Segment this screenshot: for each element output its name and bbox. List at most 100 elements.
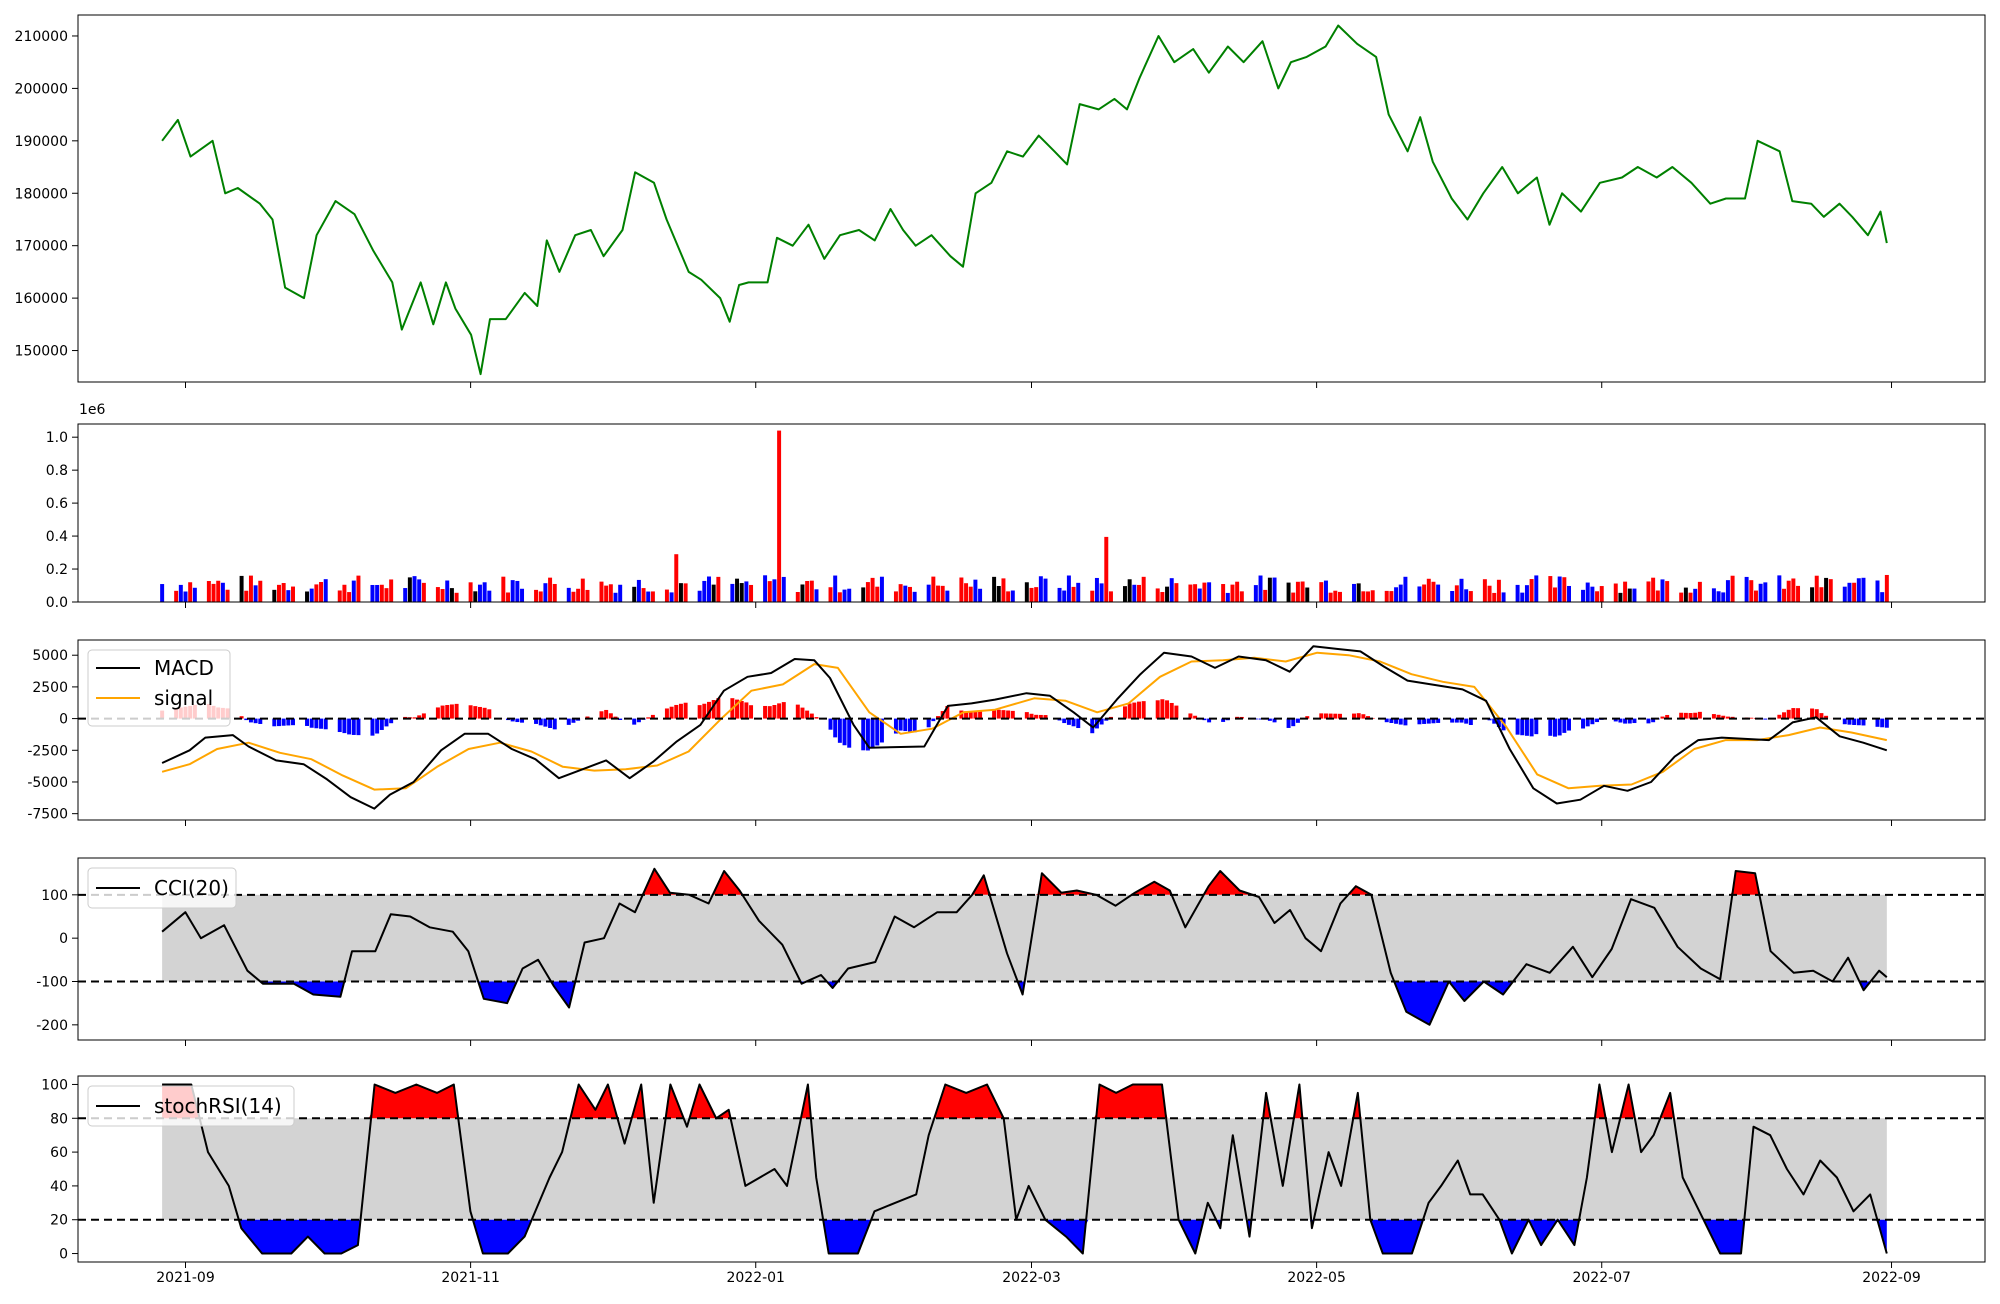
volume-bar [417,579,421,602]
volume-bar [445,581,449,602]
volume-bar [899,584,903,602]
stochrsi-y-tick-label: 100 [41,1077,68,1093]
stochrsi-y-tick-label: 40 [50,1179,68,1195]
volume-bar [777,431,781,602]
macd-histogram-bar [483,708,487,719]
volume-bar [184,592,188,602]
cci-legend-label: CCI(20) [154,876,229,900]
volume-bar [1530,579,1534,602]
macd-histogram-bar [1876,719,1880,727]
volume-bar [796,592,800,602]
volume-bar [646,592,650,602]
signal-legend-label: signal [154,686,213,710]
macd-histogram-bar [272,719,276,727]
volume-bar [1763,582,1767,602]
macd-histogram-bar [469,705,473,718]
x-tick-label: 2022-01 [726,1270,785,1286]
macd-histogram-bar [1558,719,1562,736]
volume-bar [403,588,407,602]
volume-bar [763,575,767,602]
volume-bar [908,587,912,602]
volume-bar [1188,585,1192,602]
volume-bar [698,591,702,602]
macd-histogram-bar [1661,717,1665,719]
volume-bar [1352,584,1356,602]
volume-bar [576,589,580,602]
macd-histogram-bar [838,719,842,743]
volume-bar [1067,576,1071,602]
macd-histogram-bar [1581,719,1585,729]
volume-bar [997,586,1001,602]
volume-bar [805,581,809,602]
volume-bar [1268,578,1272,602]
macd-histogram-bar [749,705,753,718]
macd-y-tick-label: -5000 [27,775,68,791]
volume-bar [707,577,711,602]
macd-histogram-bar [772,705,776,719]
volume-bar [1534,575,1538,602]
volume-bar [548,578,552,602]
volume-bar [1095,578,1099,602]
volume-bar [216,581,220,602]
macd-histogram-bar [931,719,935,722]
macd-histogram-bar [1072,719,1076,727]
volume-bar [941,586,945,602]
volume-panel-frame [78,424,1985,602]
macd-histogram-bar [487,709,491,718]
volume-offset-label: 1e6 [79,402,106,418]
volume-bar [450,588,454,602]
volume-bar [1787,581,1791,602]
volume-bar [1436,585,1440,602]
macd-histogram-bar [1516,719,1520,735]
macd-histogram-bar [1787,710,1791,719]
volume-bar [1128,579,1132,602]
volume-y-tick-label: 0.2 [46,562,68,578]
volume-bar [1329,593,1333,602]
macd-histogram-bar [1001,710,1005,718]
volume-bar [1623,582,1627,602]
macd-histogram-bar [1128,704,1132,719]
macd-histogram-bar [1137,702,1141,719]
volume-bar [1450,591,1454,602]
volume-bar [1156,588,1160,602]
volume-bar [1876,580,1880,602]
volume-bar [1221,584,1225,602]
macd-histogram-bar [1880,719,1884,728]
volume-bar [829,587,833,602]
volume-bar [380,585,384,602]
macd-histogram-bar [445,705,449,719]
volume-bar [221,583,225,602]
macd-histogram-bar [277,719,281,727]
volume-bar [880,577,884,602]
volume-bar [614,593,618,602]
macd-histogram-bar [450,704,454,718]
macd-histogram-bar [1763,719,1767,720]
macd-histogram-bar [927,719,931,728]
macd-histogram-bar [1170,703,1174,719]
volume-bar [1717,591,1721,602]
macd-histogram-bar [1160,699,1164,718]
volume-bar [310,589,314,602]
stochrsi-y-tick-label: 20 [50,1213,68,1229]
volume-bar [501,577,505,602]
macd-histogram-bar [1142,701,1146,718]
volume-bar [609,584,613,602]
volume-bar [740,583,744,602]
cci-y-tick-label: 100 [41,888,68,904]
macd-histogram-bar [1777,715,1781,719]
price-y-tick-label: 150000 [15,344,68,360]
cci-y-tick-label: 0 [59,931,68,947]
macd-histogram-bar [843,719,847,746]
volume-bar [702,581,706,602]
volume-bar [1235,582,1239,602]
volume-bar [1502,592,1506,602]
volume-bar [436,587,440,602]
stochrsi-legend-label: stochRSI(14) [154,1094,282,1118]
macd-histogram-bar [1165,700,1169,718]
volume-bar [632,587,636,602]
volume-bar [1417,586,1421,602]
band-layer [162,895,1887,1220]
volume-bar [843,590,847,602]
volume-bar [1488,586,1492,602]
volume-bar [1160,592,1164,602]
